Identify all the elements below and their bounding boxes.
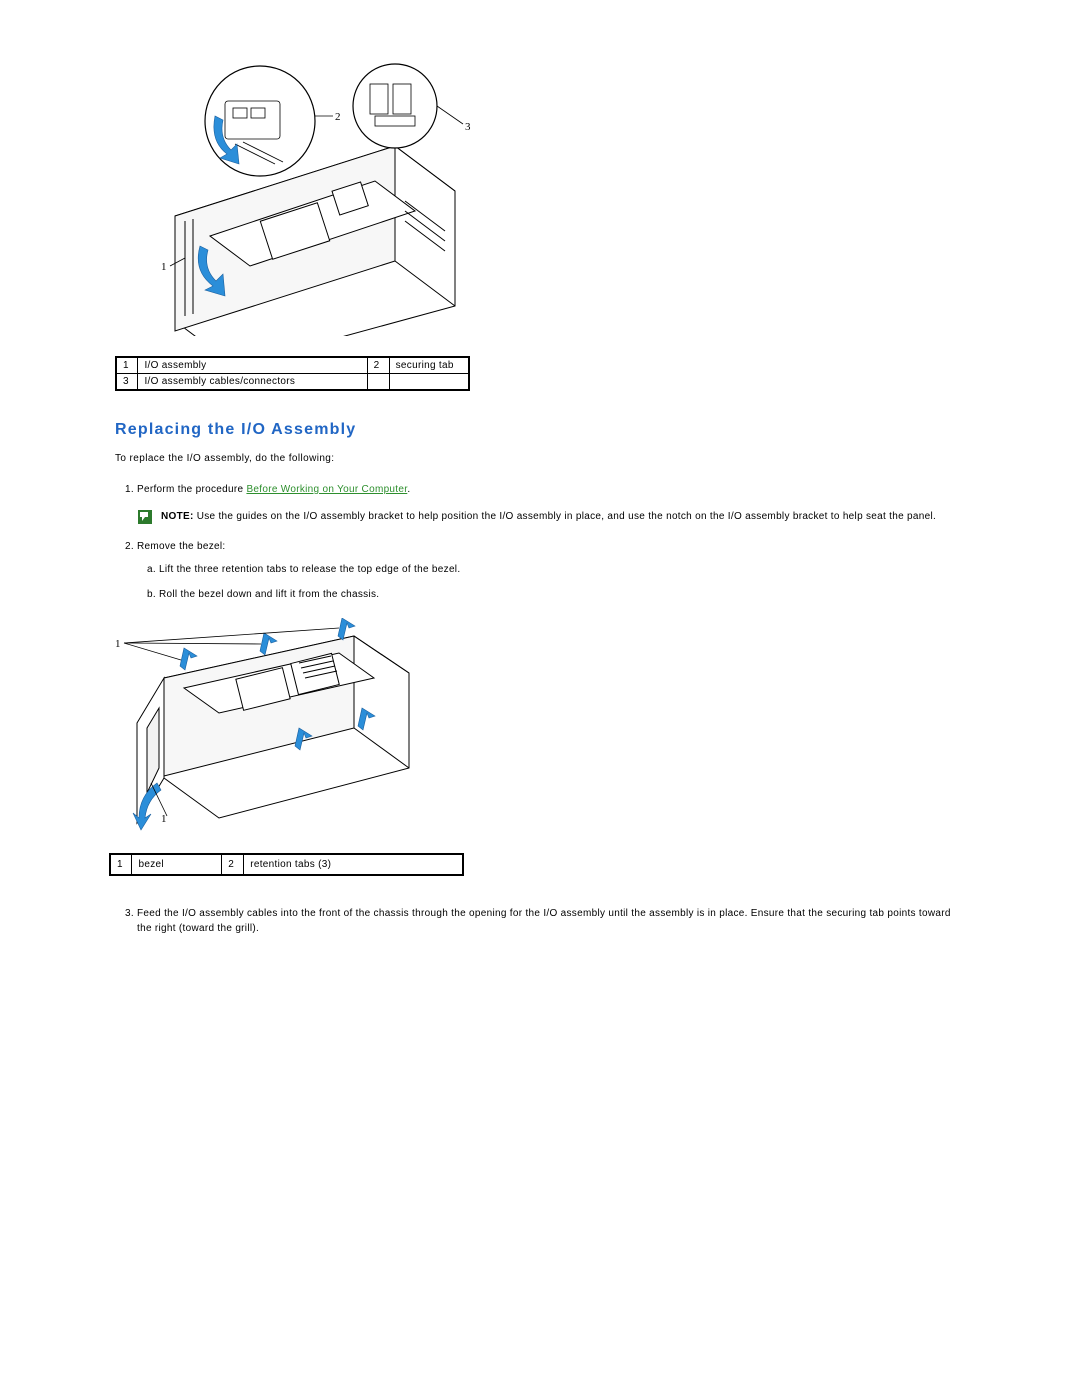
table-row: 1 bezel 2 retention tabs (3) (110, 854, 463, 875)
before-working-link[interactable]: Before Working on Your Computer (246, 484, 407, 495)
step-2: Remove the bezel: Lift the three retenti… (137, 539, 965, 876)
section-heading: Replacing the I/O Assembly (115, 421, 965, 439)
bezel-parts-table: 1 bezel 2 retention tabs (3) (109, 853, 464, 876)
part-num: 1 (116, 357, 138, 374)
part-label: bezel (132, 854, 222, 875)
svg-text:1: 1 (115, 638, 121, 650)
io-assembly-svg: 1 2 3 (115, 46, 475, 336)
part-num: 2 (222, 854, 244, 875)
svg-text:2: 2 (335, 111, 341, 123)
bezel-diagram: 1 1 (109, 618, 965, 833)
step-2-substeps: Lift the three retention tabs to release… (159, 562, 965, 602)
part-label: retention tabs (3) (244, 854, 463, 875)
table-row: 3 I/O assembly cables/connectors (116, 374, 469, 391)
part-num: 2 (367, 357, 389, 374)
step-3: Feed the I/O assembly cables into the fr… (137, 906, 965, 936)
part-label: securing tab (389, 357, 469, 374)
note-icon (137, 509, 153, 525)
part-num: 1 (110, 854, 132, 875)
step-1-suffix: . (407, 484, 410, 495)
note-label: NOTE: (161, 511, 194, 522)
note-body: Use the guides on the I/O assembly brack… (194, 511, 937, 522)
step-2a: Lift the three retention tabs to release… (159, 562, 965, 577)
table-row: 1 I/O assembly 2 securing tab (116, 357, 469, 374)
part-num: 3 (116, 374, 138, 391)
step-1: Perform the procedure Before Working on … (137, 482, 965, 525)
step-2-text: Remove the bezel: (137, 541, 225, 552)
part-label: I/O assembly (138, 357, 367, 374)
svg-text:1: 1 (161, 813, 167, 825)
bezel-svg: 1 1 (109, 618, 414, 833)
step-1-prefix: Perform the procedure (137, 484, 246, 495)
procedure-list: Perform the procedure Before Working on … (137, 482, 965, 936)
part-num (367, 374, 389, 391)
part-label (389, 374, 469, 391)
io-assembly-diagram: 1 2 3 (115, 46, 965, 336)
io-parts-table: 1 I/O assembly 2 securing tab 3 I/O asse… (115, 356, 470, 391)
note-text: NOTE: Use the guides on the I/O assembly… (161, 509, 936, 524)
svg-text:1: 1 (161, 261, 167, 273)
svg-text:3: 3 (465, 121, 471, 133)
note-block: NOTE: Use the guides on the I/O assembly… (137, 509, 965, 525)
step-2b: Roll the bezel down and lift it from the… (159, 587, 965, 602)
part-label: I/O assembly cables/connectors (138, 374, 367, 391)
intro-text: To replace the I/O assembly, do the foll… (115, 453, 965, 464)
